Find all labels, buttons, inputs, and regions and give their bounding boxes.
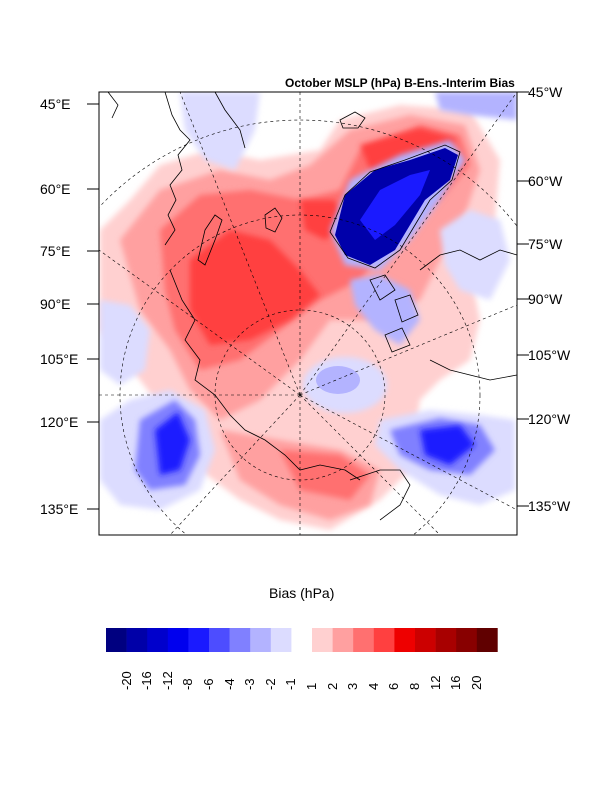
- colorbar-tick-label: -16: [139, 671, 155, 690]
- blue-region-arctic-low-core: [316, 366, 360, 394]
- colorbar-box: [312, 628, 333, 652]
- meridian-45w: [299, 92, 517, 396]
- colorbar-tick-label: -1: [283, 678, 299, 690]
- colorbar-tick-label: -12: [159, 671, 175, 690]
- colorbar-tick-label: -4: [221, 678, 237, 690]
- colorbar-box: [476, 628, 498, 652]
- right-label-1: 45°W: [528, 84, 563, 100]
- plot-title: October MSLP (hPa) B-Ens.-Interim Bias: [285, 76, 515, 90]
- left-label-5: 105°E: [40, 351, 79, 367]
- colorbar-box: [106, 628, 127, 652]
- colorbar-box: [147, 628, 169, 652]
- colorbar-tick-label: -6: [201, 678, 216, 690]
- red-region-deep: [190, 230, 320, 345]
- colorbar-box: [229, 628, 251, 652]
- coastline-uk: [107, 92, 119, 119]
- blue-region-siberia-core: [155, 412, 190, 475]
- colorbar-box: [353, 628, 375, 652]
- colorbar-tick-label: 4: [365, 682, 381, 690]
- right-label-7: 135°W: [528, 498, 571, 514]
- colorbar-box: [250, 628, 272, 652]
- right-label-2: 60°W: [528, 173, 563, 189]
- left-label-4: 90°E: [40, 296, 71, 312]
- colorbar-box: [209, 628, 230, 652]
- bias-field: [99, 92, 517, 535]
- colorbar-box: [435, 628, 457, 652]
- right-label-5: 105°W: [528, 347, 571, 363]
- meridian-150w: [299, 394, 441, 535]
- blue-region-alaska-core: [420, 425, 475, 465]
- colorbar-tick-label: 1: [304, 682, 319, 690]
- colorbar-tick-label: 6: [386, 682, 402, 690]
- coastline-svalbard: [264, 207, 283, 233]
- colorbar-box: [415, 628, 436, 652]
- left-label-1: 45°E: [40, 96, 71, 112]
- blue-region-canada: [440, 210, 510, 300]
- colorbar-box: [188, 628, 210, 652]
- coastline-scandinavia: [164, 92, 191, 246]
- colorbar-box: [291, 628, 313, 652]
- colorbar-box: [373, 628, 395, 652]
- coastline-canada-south: [429, 359, 517, 381]
- colorbar-tick-label: 20: [468, 675, 484, 690]
- colorbar-tick-label: -3: [242, 678, 258, 690]
- map-frame: [98, 91, 518, 536]
- left-label-7: 135°E: [40, 501, 79, 517]
- coastline-greenland: [329, 144, 461, 269]
- right-label-4: 90°W: [528, 291, 563, 307]
- blue-region-europe: [180, 92, 260, 170]
- left-label-3: 75°E: [40, 243, 71, 259]
- colorbar-tick-label: 12: [427, 675, 443, 690]
- meridian-135w: [299, 394, 517, 511]
- coastline-novaya-zemlya: [197, 214, 223, 266]
- coastline-archipelago-1: [369, 274, 396, 301]
- coastline-siberia-north: [169, 269, 361, 481]
- coastline-iceland: [339, 111, 366, 129]
- blue-region-archipelago: [350, 275, 420, 345]
- coastlines: [107, 92, 517, 521]
- colorbar-tick-label: 8: [407, 682, 422, 690]
- colorbar-tick-label: -2: [262, 678, 278, 690]
- colorbar-tick-label: -8: [180, 678, 196, 690]
- graticule: [99, 92, 517, 535]
- coastline-canada: [419, 249, 517, 271]
- left-label-6: 120°E: [40, 414, 79, 430]
- right-label-6: 120°W: [528, 411, 571, 427]
- meridian-45e: [99, 249, 301, 396]
- colorbar-box: [167, 628, 189, 652]
- colorbar-box: [394, 628, 416, 652]
- coastline-archipelago-3: [384, 327, 411, 353]
- colorbar-tick-label: -20: [118, 671, 134, 690]
- colorbar-tick-label: 16: [448, 675, 464, 690]
- meridian-30e: [179, 92, 301, 396]
- right-label-3: 75°W: [528, 236, 563, 252]
- blue-region-west-siberia: [100, 300, 150, 385]
- colorbar-box: [126, 628, 148, 652]
- axis-ticks: [87, 91, 529, 510]
- blue-region-greenland-inner: [360, 170, 430, 240]
- coastline-alaska: [349, 469, 411, 521]
- colorbar-title: Bias (hPa): [269, 585, 335, 601]
- coastline-europe: [214, 92, 246, 149]
- colorbar-box: [332, 628, 354, 652]
- coastline-archipelago-2: [394, 294, 419, 323]
- blue-region-east-canada: [435, 92, 517, 120]
- red-region-south-strong: [280, 450, 370, 500]
- left-label-2: 60°E: [40, 181, 71, 197]
- colorbar-tick-label: 2: [324, 682, 340, 690]
- colorbar-box: [270, 628, 292, 652]
- meridian-135e: [169, 394, 301, 535]
- colorbar-tick-label: 3: [345, 682, 361, 690]
- colorbar-box: [456, 628, 478, 652]
